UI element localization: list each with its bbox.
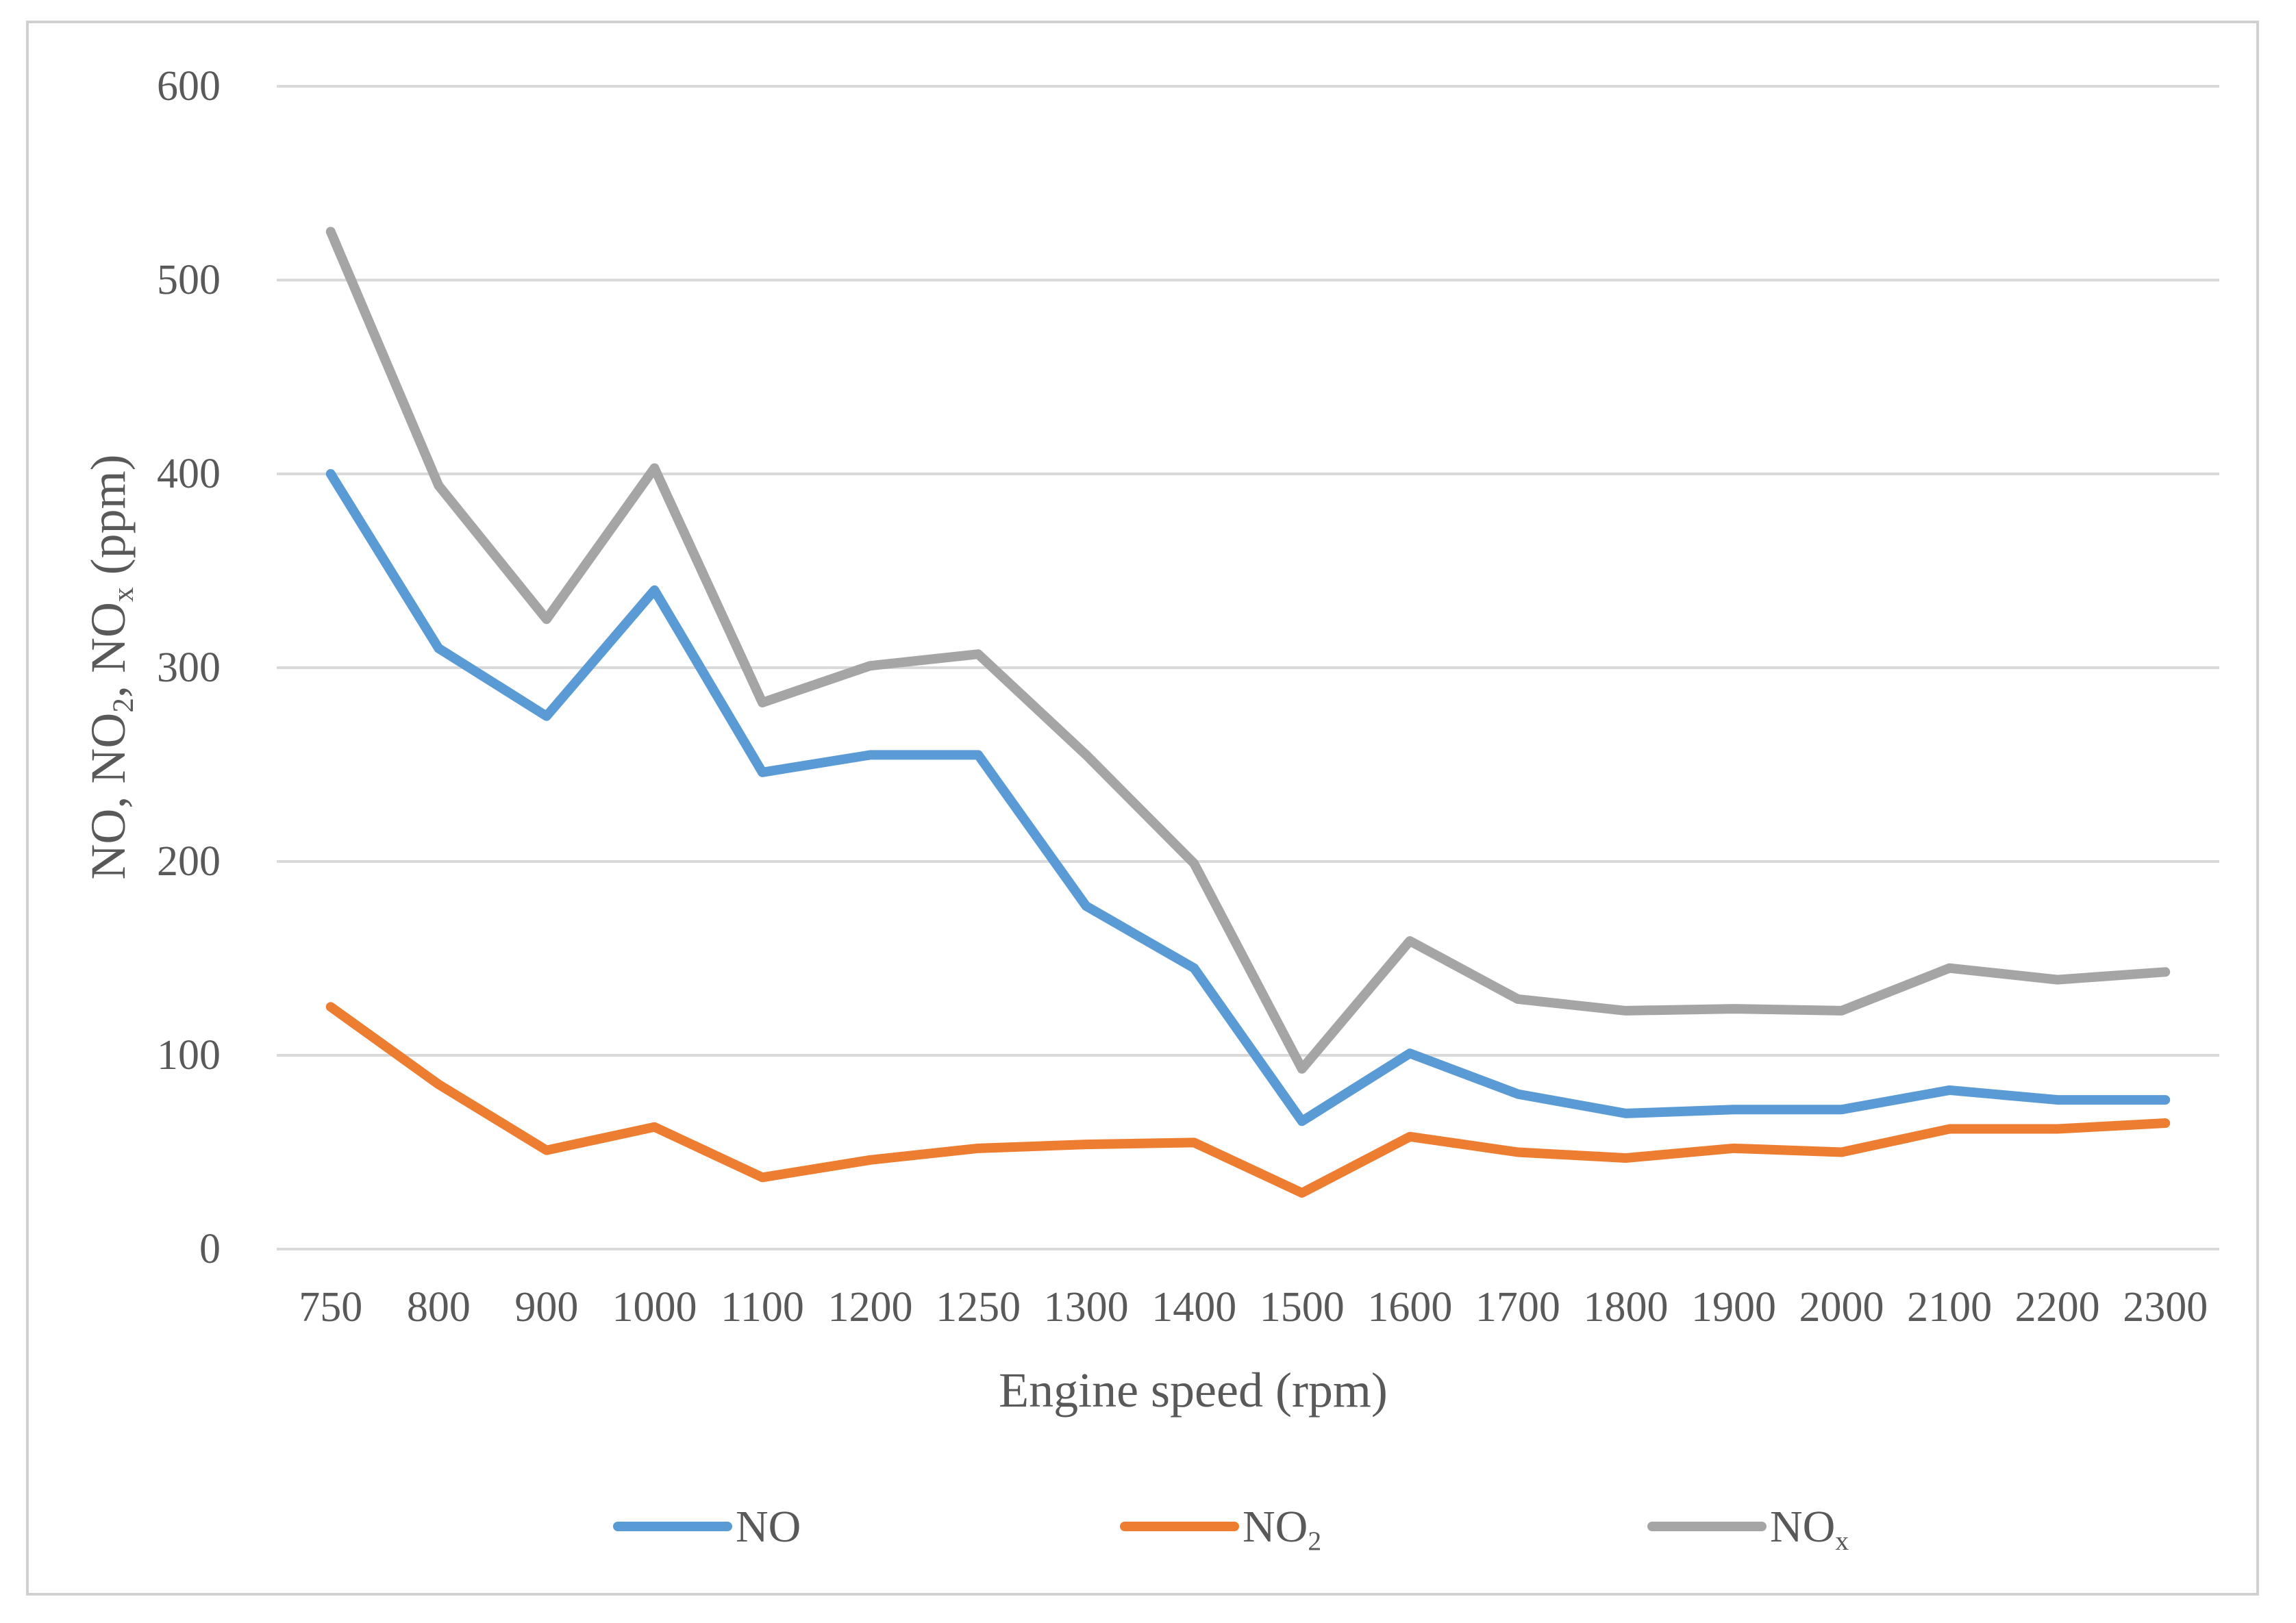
data-point-no [436, 645, 442, 651]
data-point-no [760, 769, 765, 775]
x-tick-label: 800 [407, 1284, 471, 1331]
data-point-no2 [1299, 1190, 1305, 1196]
y-axis-tick-labels: 0 100 200 300 400 500 600 [157, 63, 221, 1272]
data-point-nox [760, 699, 765, 705]
y-axis-title-part-2: , NO [81, 602, 136, 698]
data-point-nox [1299, 1066, 1305, 1072]
data-point-no [2162, 1097, 2169, 1103]
data-point-nox [1947, 965, 1953, 971]
y-tick-label: 600 [157, 63, 221, 110]
data-point-no2 [1083, 1142, 1089, 1148]
y-tick-label: 400 [157, 451, 221, 497]
x-tick-label: 1300 [1044, 1284, 1129, 1331]
y-tick-label: 100 [157, 1032, 221, 1079]
legend-label-nox: NOx [1770, 1502, 1849, 1556]
data-point-nox [867, 663, 873, 669]
series-layer [325, 227, 2171, 1198]
chart-svg: 0 100 200 300 400 500 600 750 800 900 1000 1100 120… [81, 63, 2219, 1556]
data-point-no [1083, 903, 1089, 909]
data-point-no [867, 752, 873, 758]
x-axis-tick-labels: 750 800 900 1000 1100 1200 1250 1300 1400 1500 160… [299, 1284, 2208, 1331]
data-point-nox [975, 651, 982, 657]
data-point-no [2054, 1097, 2060, 1103]
y-axis-title-part-1: NO, NO [81, 713, 136, 880]
x-axis-title: Engine speed (rpm) [999, 1363, 1388, 1418]
data-point-no2 [1623, 1155, 1629, 1161]
data-point-no2 [1947, 1126, 1953, 1132]
data-point-no2 [1731, 1145, 1736, 1151]
data-point-no2 [1838, 1149, 1845, 1155]
x-tick-label: 2200 [2015, 1284, 2100, 1331]
data-point-no [543, 713, 549, 719]
x-tick-label: 1200 [828, 1284, 913, 1331]
data-point-nox [327, 229, 334, 235]
y-axis-title-part-3: (ppm) [81, 454, 136, 587]
legend: NO NO2 NOx [613, 1502, 1849, 1556]
data-point-no2 [867, 1157, 873, 1163]
series-line-no2 [325, 1002, 2171, 1198]
x-tick-label: 1100 [721, 1284, 804, 1331]
x-tick-label: 1000 [612, 1284, 697, 1331]
data-point-no [1947, 1087, 1953, 1093]
data-point-no [1191, 965, 1197, 971]
data-point-nox [651, 465, 658, 471]
x-tick-label: 1600 [1367, 1284, 1452, 1331]
grid-layer [277, 85, 2219, 1250]
data-point-no2 [1191, 1140, 1197, 1146]
x-tick-label: 750 [299, 1284, 362, 1331]
x-tick-label: 2300 [2123, 1284, 2208, 1331]
data-point-no2 [760, 1174, 765, 1181]
y-tick-label: 0 [199, 1226, 221, 1272]
data-point-no2 [651, 1124, 658, 1130]
y-tick-label: 300 [157, 644, 221, 691]
x-tick-label: 1800 [1583, 1284, 1668, 1331]
data-point-no2 [327, 1004, 334, 1010]
x-tick-label: 1400 [1151, 1284, 1236, 1331]
data-point-no2 [2162, 1120, 2169, 1127]
data-point-nox [1731, 1006, 1736, 1012]
data-point-no2 [436, 1081, 442, 1087]
data-point-no2 [975, 1145, 982, 1151]
x-tick-label: 2000 [1799, 1284, 1884, 1331]
x-tick-label: 2100 [1907, 1284, 1992, 1331]
data-point-no [975, 752, 982, 758]
series-line-nox [325, 227, 2171, 1074]
x-tick-label: 1250 [936, 1284, 1021, 1331]
legend-label-no2: NO2 [1243, 1502, 1321, 1556]
data-point-nox [436, 482, 442, 488]
data-point-no [1407, 1050, 1413, 1057]
data-point-nox [1083, 752, 1089, 758]
data-point-no2 [1407, 1133, 1413, 1140]
x-tick-label: 1700 [1475, 1284, 1560, 1331]
data-point-no2 [2054, 1126, 2060, 1132]
data-point-nox [2162, 969, 2169, 975]
data-point-nox [543, 616, 549, 622]
data-point-no [1299, 1118, 1305, 1124]
data-point-no [651, 587, 658, 593]
data-point-no [1514, 1091, 1521, 1097]
x-tick-label: 1900 [1691, 1284, 1776, 1331]
data-point-nox [1623, 1007, 1629, 1014]
data-point-nox [1838, 1007, 1845, 1014]
legend-label-no: NO [736, 1502, 801, 1552]
y-axis-title: NO, NO2, NOx (ppm) [81, 454, 140, 879]
data-point-no2 [1514, 1149, 1521, 1155]
y-tick-label: 200 [157, 838, 221, 885]
data-point-no [1731, 1107, 1736, 1113]
data-point-no [1623, 1110, 1629, 1116]
chart: 0 100 200 300 400 500 600 750 800 900 1000 1100 120… [26, 21, 2259, 1596]
data-point-nox [1514, 996, 1521, 1002]
data-point-nox [2054, 977, 2060, 983]
data-point-nox [1407, 938, 1413, 944]
data-point-no2 [543, 1147, 549, 1153]
y-tick-label: 500 [157, 257, 221, 303]
y-axis-title-sub-2: 2 [108, 698, 140, 713]
x-tick-label: 1500 [1260, 1284, 1345, 1331]
x-tick-label: 900 [514, 1284, 578, 1331]
series-line-no [325, 469, 2171, 1127]
data-point-no [1838, 1107, 1845, 1113]
data-point-no [327, 471, 334, 477]
data-point-nox [1191, 860, 1197, 866]
y-axis-title-sub-x: x [108, 587, 140, 602]
